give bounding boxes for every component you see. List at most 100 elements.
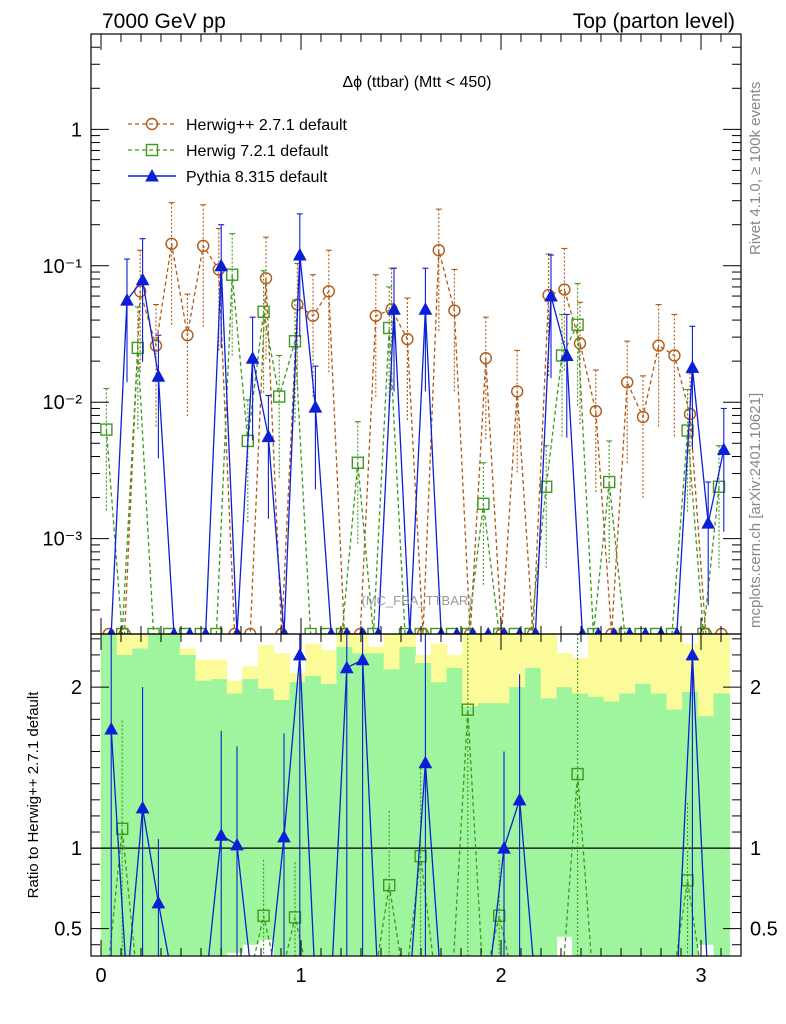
band-green-bin	[603, 701, 621, 956]
legend-label-herwig7: Herwig 7.2.1 default	[186, 143, 329, 160]
data-point	[558, 283, 571, 296]
ratio-y-tick-label-right: 0.5	[750, 919, 778, 941]
ratio-data-point	[257, 909, 270, 922]
ratio-data-point	[383, 878, 396, 892]
band-green-bin	[493, 703, 511, 956]
legend-marker-pythia	[145, 168, 159, 182]
ratio-data-point	[497, 841, 511, 854]
ratio-data-point	[135, 800, 150, 814]
header-right: Top (parton level)	[573, 10, 735, 33]
axes: 0 1 2 3 1 10⁻¹ 10⁻² 10⁻³ 0.5 0.5 1 1 2 2	[43, 33, 778, 987]
ratio-y-tick-label-left: 0.5	[54, 919, 82, 941]
band-green-bin	[132, 648, 149, 956]
data-point	[461, 627, 474, 634]
legend-marker-herwigpp	[145, 117, 159, 131]
data-point	[605, 627, 618, 634]
ratio-data-point	[115, 822, 129, 836]
reference-label: (MC_FBA_TTBAR)	[361, 593, 472, 608]
data-point	[418, 302, 433, 315]
band-green-bin	[399, 646, 416, 956]
data-point	[225, 268, 239, 281]
data-point	[354, 627, 367, 634]
ratio-y-tick-label-left: 1	[71, 838, 82, 860]
data-point	[493, 627, 506, 634]
data-point	[685, 360, 700, 373]
band-green-bin	[383, 669, 401, 956]
data-point	[511, 385, 524, 398]
band-green-bin	[556, 687, 573, 937]
data-point	[559, 348, 574, 361]
ratio-data-point	[288, 911, 302, 924]
data-point	[524, 627, 537, 634]
ratio-data-point	[355, 652, 370, 666]
data-point	[275, 627, 288, 634]
data-point	[445, 627, 459, 634]
ratio-data-point	[418, 755, 433, 769]
data-point	[398, 627, 412, 634]
data-point	[147, 627, 160, 634]
ratio-data-point	[151, 895, 166, 909]
data-point	[479, 352, 492, 365]
data-point	[181, 328, 194, 342]
ratio-data-point	[685, 647, 700, 661]
band-green-bin	[163, 634, 181, 956]
band-green-bin	[148, 634, 165, 956]
data-point	[257, 305, 270, 318]
band-green-bin	[179, 654, 196, 956]
band-green-bin	[352, 653, 369, 956]
header-left: 7000 GeV pp	[102, 10, 226, 33]
data-point	[273, 390, 286, 403]
data-point	[244, 627, 257, 634]
data-point	[401, 332, 414, 346]
data-point	[214, 258, 229, 272]
band-green-bin	[430, 682, 448, 956]
data-point	[681, 424, 694, 437]
data-point	[288, 335, 302, 348]
band-green-bin	[258, 688, 275, 940]
data-point	[712, 480, 726, 493]
data-point	[508, 627, 521, 634]
data-point	[701, 516, 716, 529]
band-green-bin	[666, 709, 683, 956]
data-point	[571, 318, 584, 331]
band-green-bin	[289, 682, 306, 956]
mcplots-label: mcplots.cern.ch [arXiv:2401.10621]	[747, 393, 764, 628]
data-point	[322, 285, 335, 298]
band-green-bin	[540, 698, 558, 956]
band-green-bin	[367, 653, 385, 956]
band-green-bin	[509, 687, 526, 956]
data-point	[135, 272, 150, 286]
data-point	[540, 480, 553, 493]
x-tick-label: 1	[295, 965, 306, 987]
data-point	[367, 627, 380, 634]
ratio-data-point	[277, 829, 291, 843]
data-point	[544, 289, 558, 302]
legend-label-pythia: Pythia 8.315 default	[186, 169, 328, 186]
data-point	[100, 423, 113, 436]
ratio-ylabel: Ratio to Herwig++ 2.7.1 default	[25, 691, 42, 899]
band-green-bin	[195, 680, 212, 956]
band-green-bin	[572, 693, 589, 956]
data-point	[716, 442, 731, 456]
ratio-data-point	[104, 721, 119, 735]
band-green-bin	[242, 679, 259, 945]
band-green-bin	[446, 667, 463, 956]
data-point	[668, 349, 681, 362]
data-point	[652, 339, 665, 352]
data-point	[477, 497, 490, 511]
ratio-y-tick-label-right: 2	[750, 677, 761, 699]
data-point	[621, 376, 634, 389]
legend-marker-herwig7	[145, 143, 159, 157]
band-green-bin	[462, 706, 479, 956]
rivet-label: Rivet 4.1.0, ≥ 100k events	[747, 82, 764, 255]
plot-title: Δϕ (ttbar) (Mtt < 450)	[342, 74, 491, 91]
band-green-bin	[477, 703, 495, 956]
band-green-bin	[336, 646, 353, 956]
band-green-bin	[587, 696, 605, 956]
data-point	[432, 244, 445, 257]
data-point	[697, 627, 710, 634]
data-point	[131, 341, 145, 355]
x-tick-label: 2	[495, 965, 506, 987]
band-green-bin	[697, 716, 715, 945]
data-point	[115, 627, 129, 634]
